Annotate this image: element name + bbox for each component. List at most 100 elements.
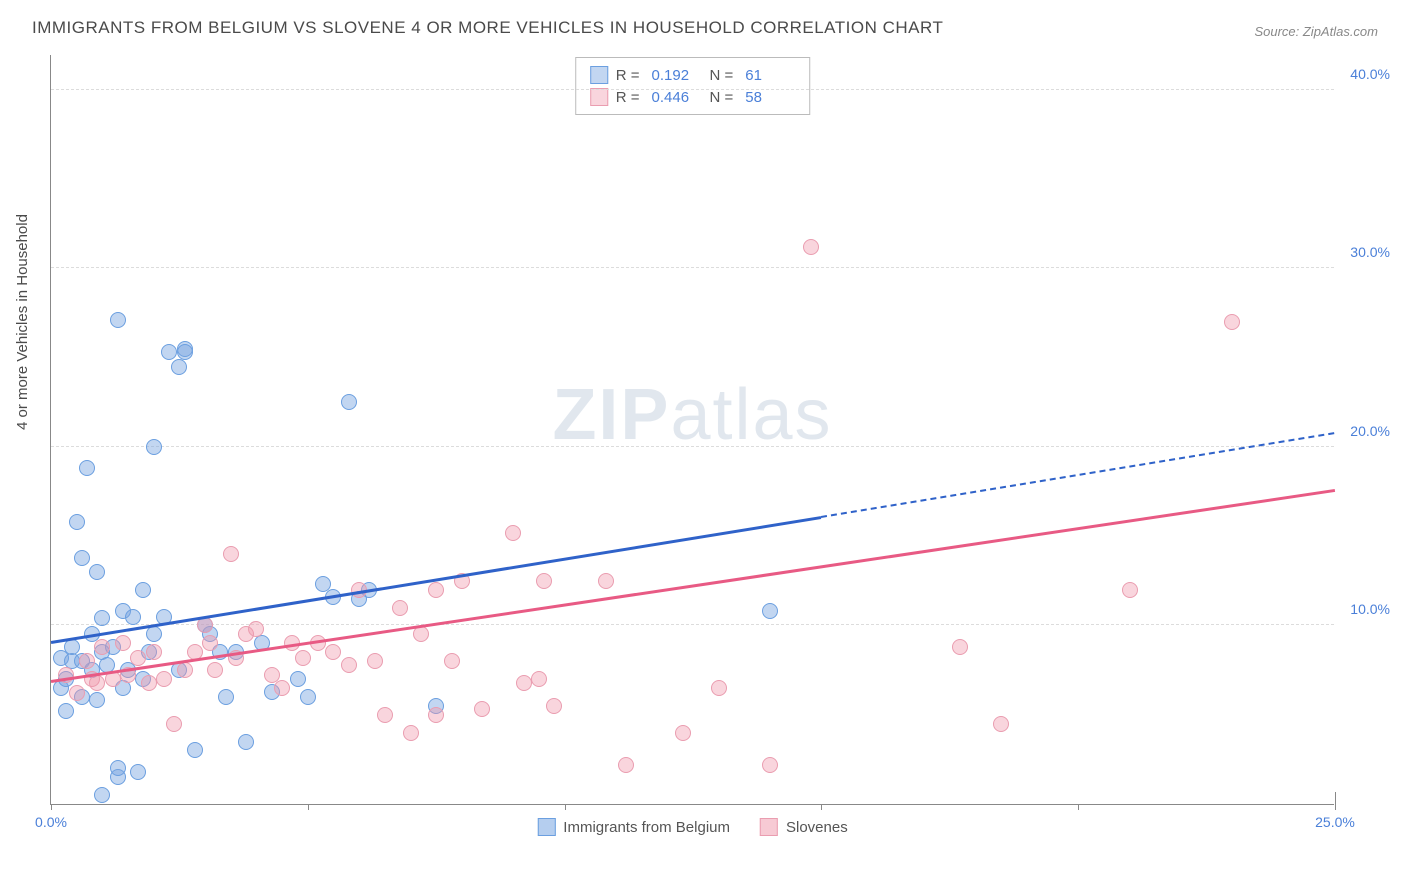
scatter-point: [762, 757, 778, 773]
scatter-point: [94, 639, 110, 655]
scatter-point: [110, 312, 126, 328]
x-tick-mark: [565, 804, 566, 810]
x-tick-mark: [821, 804, 822, 810]
scatter-point: [141, 675, 157, 691]
scatter-point: [341, 394, 357, 410]
source-attribution: Source: ZipAtlas.com: [1254, 24, 1378, 39]
scatter-point: [146, 644, 162, 660]
watermark-rest: atlas: [670, 375, 832, 455]
scatter-point: [531, 671, 547, 687]
scatter-point: [166, 716, 182, 732]
legend-label: Immigrants from Belgium: [563, 819, 730, 836]
scatter-point: [135, 582, 151, 598]
x-tick-mark: [51, 804, 52, 810]
y-tick-label: 40.0%: [1340, 66, 1390, 82]
y-tick-label: 30.0%: [1340, 244, 1390, 260]
legend-correlation: R = 0.192 N = 61 R = 0.446 N = 58: [575, 57, 811, 115]
scatter-point: [69, 685, 85, 701]
trend-line: [51, 489, 1335, 683]
legend-series: Immigrants from Belgium Slovenes: [537, 818, 847, 836]
scatter-point: [274, 680, 290, 696]
scatter-point: [403, 725, 419, 741]
scatter-point: [341, 657, 357, 673]
scatter-point: [618, 757, 634, 773]
scatter-point: [762, 603, 778, 619]
scatter-point: [413, 626, 429, 642]
scatter-point: [177, 662, 193, 678]
gridline: [51, 267, 1334, 268]
scatter-point: [74, 550, 90, 566]
scatter-point: [69, 514, 85, 530]
y-tick-label: 10.0%: [1340, 601, 1390, 617]
scatter-point: [444, 653, 460, 669]
legend-r-label: R =: [616, 89, 640, 106]
scatter-point: [952, 639, 968, 655]
scatter-point: [207, 662, 223, 678]
scatter-point: [1224, 314, 1240, 330]
scatter-point: [115, 635, 131, 651]
scatter-point: [993, 716, 1009, 732]
scatter-point: [1122, 582, 1138, 598]
watermark-bold: ZIP: [552, 375, 670, 455]
scatter-point: [110, 760, 126, 776]
scatter-point: [428, 582, 444, 598]
scatter-point: [536, 573, 552, 589]
gridline: [51, 89, 1334, 90]
scatter-point: [223, 546, 239, 562]
y-tick-label: 20.0%: [1340, 423, 1390, 439]
scatter-point: [79, 460, 95, 476]
scatter-point: [474, 701, 490, 717]
legend-swatch-series2: [590, 88, 608, 106]
x-tick-mark: [1078, 804, 1079, 810]
scatter-point: [675, 725, 691, 741]
scatter-point: [156, 671, 172, 687]
scatter-point: [505, 525, 521, 541]
legend-n-label: N =: [710, 89, 734, 106]
legend-swatch: [537, 818, 555, 836]
legend-item: Immigrants from Belgium: [537, 818, 730, 836]
legend-r-value-series2: 0.446: [652, 89, 702, 106]
gridline: [51, 624, 1334, 625]
scatter-point: [392, 600, 408, 616]
x-tick-mark: [1335, 792, 1336, 804]
scatter-point: [89, 692, 105, 708]
scatter-point: [598, 573, 614, 589]
legend-n-label: N =: [710, 67, 734, 84]
scatter-point: [79, 653, 95, 669]
scatter-point: [546, 698, 562, 714]
scatter-point: [146, 626, 162, 642]
legend-swatch: [760, 818, 778, 836]
scatter-point: [325, 644, 341, 660]
scatter-point: [177, 344, 193, 360]
scatter-point: [146, 439, 162, 455]
scatter-point: [202, 635, 218, 651]
scatter-point: [290, 671, 306, 687]
legend-n-value-series2: 58: [745, 89, 795, 106]
scatter-point: [711, 680, 727, 696]
legend-r-label: R =: [616, 67, 640, 84]
source-label: Source:: [1254, 24, 1302, 39]
watermark: ZIPatlas: [552, 374, 832, 456]
y-axis-label: 4 or more Vehicles in Household: [14, 214, 31, 430]
scatter-point: [171, 359, 187, 375]
x-tick-mark: [1335, 804, 1336, 810]
scatter-point: [295, 650, 311, 666]
scatter-point: [377, 707, 393, 723]
legend-label: Slovenes: [786, 819, 848, 836]
scatter-point: [89, 675, 105, 691]
scatter-point: [248, 621, 264, 637]
scatter-point: [238, 734, 254, 750]
legend-swatch-series1: [590, 66, 608, 84]
chart-title: IMMIGRANTS FROM BELGIUM VS SLOVENE 4 OR …: [32, 18, 943, 38]
scatter-point: [94, 610, 110, 626]
scatter-point: [197, 617, 213, 633]
legend-r-value-series1: 0.192: [652, 67, 702, 84]
x-tick-mark: [308, 804, 309, 810]
plot-area: ZIPatlas R = 0.192 N = 61 R = 0.446 N = …: [50, 55, 1334, 805]
scatter-point: [516, 675, 532, 691]
scatter-point: [300, 689, 316, 705]
scatter-point: [130, 650, 146, 666]
x-tick-label: 25.0%: [1315, 814, 1355, 830]
legend-row-series1: R = 0.192 N = 61: [590, 64, 796, 86]
source-value: ZipAtlas.com: [1303, 24, 1378, 39]
